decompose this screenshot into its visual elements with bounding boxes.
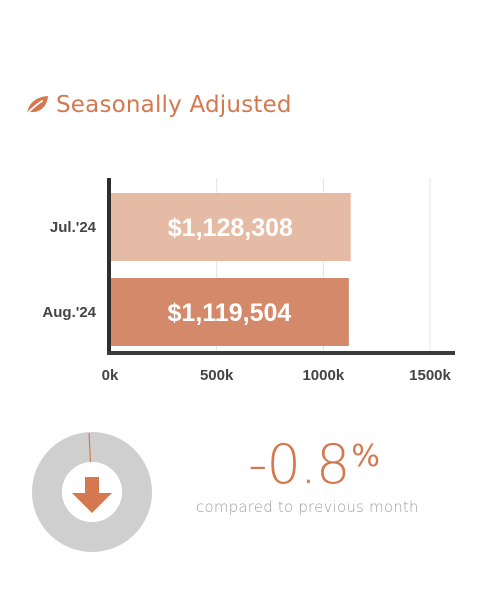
category-label: Aug.'24 (42, 304, 96, 321)
x-tick-label: 1500k (409, 367, 451, 384)
section-header: Seasonally Adjusted (24, 88, 292, 122)
bar-1 (110, 278, 349, 346)
section-title: Seasonally Adjusted (56, 92, 292, 118)
donut-change-marker (88, 433, 92, 463)
down-arrow-icon (72, 477, 112, 513)
change-caption: compared to previous month (196, 498, 419, 516)
x-tick-label: 500k (200, 367, 234, 384)
percent-sign: % (351, 439, 380, 474)
donut-track (32, 432, 152, 552)
change-donut (32, 432, 152, 552)
change-value: -0.8 (248, 433, 350, 496)
bar-0 (110, 193, 351, 261)
bar-value-label: $1,128,308 (168, 214, 293, 242)
category-label: Jul.'24 (50, 219, 97, 236)
x-tick-label: 0k (102, 367, 119, 384)
bar-chart: $1,128,308 Jul.'24 $1,119,504 Aug.'24 0k 500k… (42, 178, 455, 384)
bar-value-label: $1,119,504 (168, 299, 292, 327)
change-percent: -0.8% (248, 433, 380, 496)
x-tick-label: 1000k (302, 367, 344, 384)
leaf-icon (25, 96, 48, 116)
